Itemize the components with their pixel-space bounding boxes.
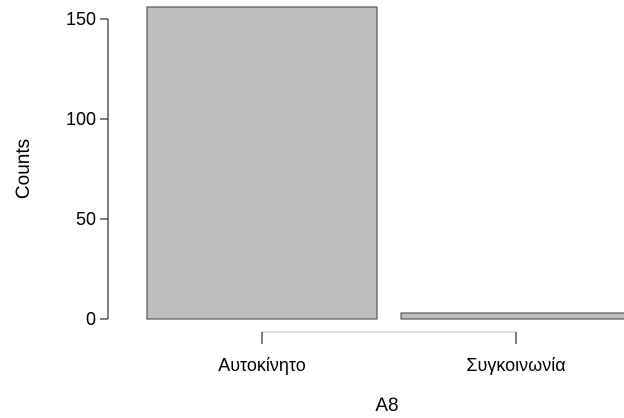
bar: [400, 312, 624, 320]
x-axis-title: A8: [375, 395, 398, 416]
y-axis: 0 50 100 150: [66, 9, 109, 329]
y-tick-label: 150: [66, 9, 96, 29]
y-tick-label: 100: [66, 109, 96, 129]
y-tick-label: 0: [86, 309, 96, 329]
x-tick-label: Συγκοινωνία: [466, 355, 565, 375]
bar: [146, 6, 378, 320]
bars: [146, 6, 624, 320]
x-tick-label: Αυτοκίνητο: [218, 355, 306, 375]
y-tick-label: 50: [76, 209, 96, 229]
y-axis-title: Counts: [13, 139, 34, 199]
x-axis: Αυτοκίνητο Συγκοινωνία: [218, 331, 566, 375]
